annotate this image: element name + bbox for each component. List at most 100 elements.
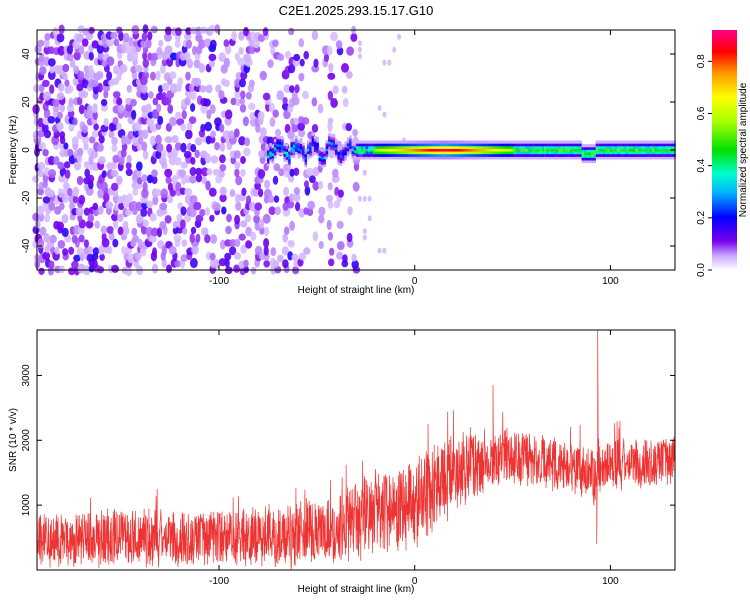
spectrogram-cell [555, 145, 559, 149]
spectrogram-cell [356, 145, 359, 149]
spectrogram-cell [372, 151, 376, 155]
spectrogram-cell [71, 136, 79, 146]
spectrogram-cell [647, 151, 650, 155]
spectrogram-cell [167, 104, 174, 114]
spectrogram-cell [42, 149, 49, 157]
spectrogram-cell [58, 24, 65, 35]
spectrogram-cell [440, 156, 444, 160]
spectrogram-cell [362, 195, 367, 202]
spectrogram-cell [384, 148, 387, 152]
spectrogram-cell [209, 104, 216, 115]
spectrogram-cell [513, 145, 517, 149]
spectrogram-cell [344, 141, 347, 145]
spectrogram-cell [438, 143, 441, 147]
spectrogram-cell [85, 32, 94, 41]
spectrogram-cell [499, 140, 502, 144]
spectrogram-cell [393, 148, 397, 152]
spectrogram-cell [370, 143, 373, 147]
spectrogram-cell [365, 143, 369, 147]
spectrogram-cell [323, 148, 326, 152]
spectrogram-cell [630, 148, 634, 152]
spectrogram-cell [393, 151, 397, 155]
spectrogram-cell [522, 143, 526, 147]
spectrogram-cell [539, 153, 542, 157]
spectrogram-cell [213, 259, 220, 269]
spectrogram-cell [249, 201, 257, 212]
spectrogram-cell [652, 145, 655, 149]
spectrogram-cell [209, 252, 216, 261]
spectrogram-cell [581, 149, 585, 153]
spectrogram-cell [520, 153, 524, 157]
spectrogram-cell [586, 144, 589, 148]
spectrogram-cell [407, 153, 411, 157]
spectrogram-cell [379, 148, 383, 152]
spectrogram-cell [414, 145, 418, 149]
spectrogram-cell [396, 143, 399, 147]
spectrogram-cell [649, 140, 653, 144]
spectrogram-cell [313, 143, 317, 147]
spectrogram-cell [173, 156, 182, 166]
spectrogram-cell [93, 123, 99, 131]
spectrogram-cell [306, 153, 310, 157]
spectrogram-cell [443, 145, 446, 149]
spectrogram-cell [75, 207, 84, 217]
spectrogram-cell [616, 140, 620, 144]
spectrogram-cell [54, 206, 62, 215]
spectrogram-cell [327, 231, 334, 241]
spectrogram-cell [663, 156, 667, 160]
spectrogram-cell [59, 265, 65, 274]
spectrogram-cell [598, 148, 601, 152]
spectrogram-cell [174, 260, 182, 268]
spectrogram-cell [473, 145, 477, 149]
spectrogram-cell [461, 140, 465, 144]
spectrogram-cell [263, 226, 270, 237]
spectrogram-cell [452, 140, 456, 144]
spectrogram-cell [433, 143, 437, 147]
spectrogram-cell [81, 90, 89, 99]
spectrogram-cell [534, 151, 538, 155]
spectrogram-cell [263, 245, 269, 256]
spectrogram-cell [177, 77, 184, 86]
spectrogram-cell [666, 153, 669, 157]
spectrogram-cell [600, 140, 603, 144]
spectrogram-cell [602, 151, 606, 155]
spectrogram-cell [638, 156, 641, 160]
spectrogram-cell [155, 150, 162, 160]
spectrogram-cell [560, 148, 564, 152]
spectrogram-cell [142, 24, 149, 34]
spectrogram-cell [235, 175, 243, 186]
spectrogram-cell [342, 157, 345, 161]
spectrogram-cell [414, 151, 418, 155]
spectrogram-cell [108, 130, 115, 139]
spectrogram-cell [341, 63, 349, 73]
spectrogram-cell [288, 150, 291, 155]
spectrogram-cell [356, 148, 359, 152]
spectrogram-cell [654, 143, 657, 147]
spectrogram-cell [494, 153, 498, 157]
spectrogram-cell [356, 143, 359, 147]
spectrogram-cell [351, 153, 355, 157]
spectrogram-x-tick-label: -100 [209, 276, 229, 287]
spectrogram-cell [96, 143, 104, 152]
spectrogram-cell [298, 252, 307, 261]
spectrogram-cell [527, 156, 531, 160]
spectrogram-cell [110, 169, 119, 178]
spectrogram-cell [621, 153, 625, 157]
spectrogram-cell [34, 219, 41, 229]
spectrogram-cell [128, 36, 134, 47]
spectrogram-cell [417, 148, 420, 152]
spectrogram-cell [560, 145, 564, 149]
spectrogram-cell [647, 143, 650, 147]
spectrogram-cell [278, 168, 285, 177]
spectrogram-cell [302, 155, 305, 160]
spectrogram-cell [239, 104, 247, 113]
spectrogram-cell [349, 146, 352, 150]
spectrogram-cell [225, 109, 233, 120]
spectrogram-cell [572, 145, 575, 149]
spectrogram-cell [297, 150, 301, 154]
spectrogram-cell [289, 220, 295, 231]
spectrogram-cell [111, 144, 118, 152]
spectrogram-cell [335, 40, 343, 49]
spectrogram-cell [237, 57, 245, 66]
spectrogram-cell [201, 175, 207, 185]
